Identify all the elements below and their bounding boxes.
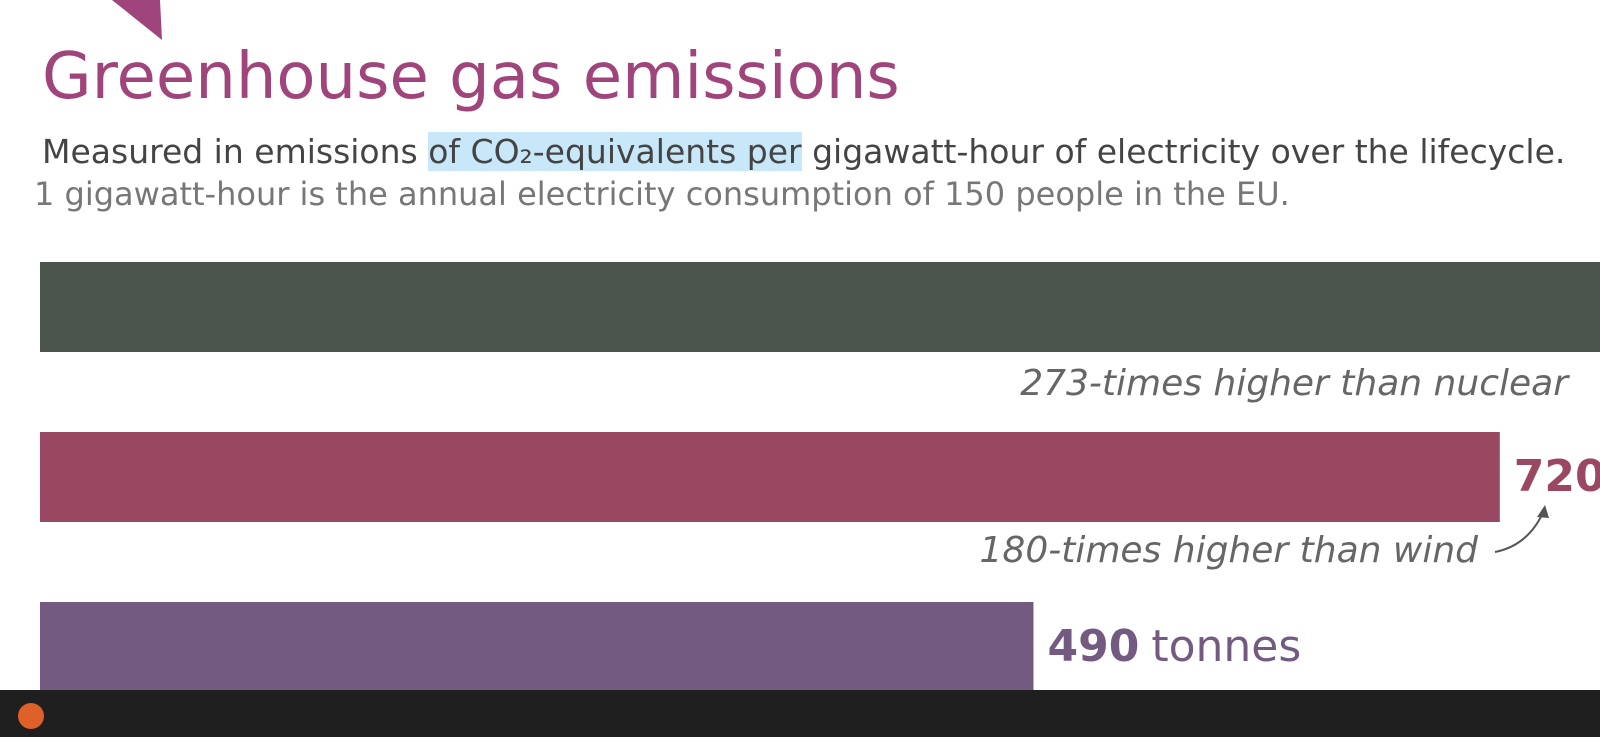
bar xyxy=(40,432,1500,522)
annotation: 273-times higher than nuclear xyxy=(1020,363,1570,404)
subtitle-part: gigawatt-hour of electricity over the li… xyxy=(801,132,1566,171)
bar xyxy=(40,262,1600,352)
selected-text: of CO₂-equivalents per xyxy=(428,132,802,171)
value: 490 xyxy=(1047,621,1139,672)
taskbar xyxy=(0,690,1600,737)
unit: tonnes xyxy=(1151,621,1301,672)
title: Greenhouse gas emissions xyxy=(42,40,900,114)
bar xyxy=(40,602,1034,692)
subtitle-part: Measured in emissions xyxy=(42,132,429,171)
subtitle: Measured in emissions of CO₂-equivalents… xyxy=(42,132,1565,171)
annotation-arrow xyxy=(1494,507,1546,553)
annotation: 180-times higher than wind xyxy=(980,530,1480,571)
value: 720 xyxy=(1514,451,1600,502)
annotation-arrowhead xyxy=(1537,505,1549,518)
value-label: 720tonnes xyxy=(1514,451,1600,502)
note: 1 gigawatt-hour is the annual electricit… xyxy=(34,175,1290,213)
value-label: 490 tonnes xyxy=(1047,621,1301,672)
close-icon[interactable] xyxy=(18,703,44,729)
pointer-arrow xyxy=(112,0,162,40)
